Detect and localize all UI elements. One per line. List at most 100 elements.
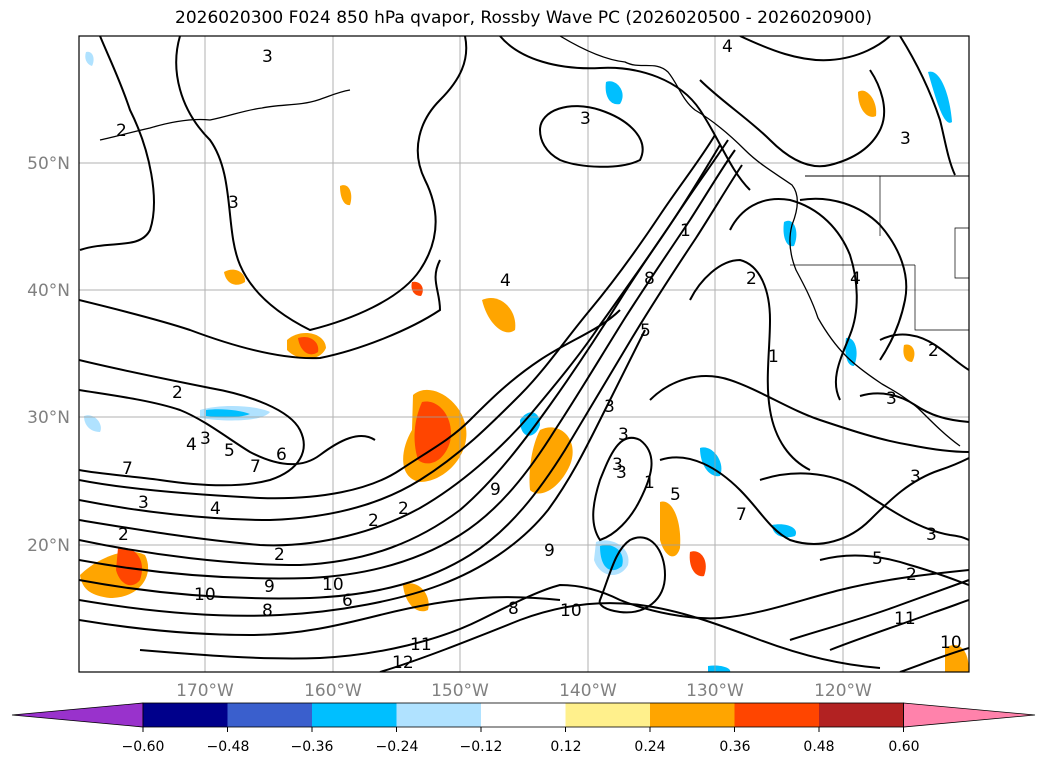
colorbar-segment [396, 703, 482, 727]
contour-label: 3 [886, 389, 897, 409]
contour-label: 1 [680, 221, 691, 241]
colorbar-tick-label: −0.60 [122, 739, 165, 755]
contour-label: 5 [670, 485, 681, 505]
contour-label: 9 [544, 541, 555, 561]
lon-label: 150°W [431, 681, 489, 701]
contour-label: 9 [264, 577, 275, 597]
colorbar-tick-label: 0.48 [803, 739, 834, 755]
colorbar [11, 702, 1036, 732]
contour-label: 4 [210, 499, 221, 519]
lat-label: 40°N [27, 281, 70, 301]
contour-label: 9 [490, 480, 501, 500]
lon-label: 170°W [176, 681, 234, 701]
colorbar-tick-label: 0.12 [550, 739, 581, 755]
contour-label: 4 [186, 435, 197, 455]
anomaly-patch [411, 281, 423, 296]
contour-label: 11 [410, 635, 432, 655]
contour-label: 3 [926, 525, 937, 545]
colorbar-segment [734, 703, 820, 727]
coastlines [99, 36, 969, 447]
anomaly-patch [708, 665, 731, 672]
contour-label: 8 [262, 601, 273, 621]
colorbar-segment [312, 703, 397, 727]
lon-label: 140°W [559, 681, 617, 701]
anomaly-patch [845, 337, 857, 366]
contour-label: 2 [906, 565, 917, 585]
colorbar-segment [227, 703, 313, 727]
colorbar-tick-label: 0.24 [634, 739, 665, 755]
anomaly-patch [605, 81, 623, 105]
contour-label: 3 [616, 463, 627, 483]
contour-label: 8 [644, 269, 655, 289]
contour-label: 11 [894, 609, 916, 629]
longitude-labels: 170°W 160°W 150°W 140°W 130°W 120°W [176, 681, 872, 701]
colorbar-extend-high [903, 702, 1036, 728]
anomaly-patch [340, 185, 352, 206]
contour-label: 2 [398, 499, 409, 519]
lon-label: 120°W [814, 681, 872, 701]
colorbar-ticks: −0.60 −0.48 −0.36 −0.24 −0.12 0.12 0.24 … [122, 739, 920, 755]
colorbar-tick-label: −0.24 [376, 739, 419, 755]
contour-lines [79, 36, 969, 672]
anomaly-patch [224, 269, 246, 285]
anomaly-patch [116, 547, 143, 586]
contour-label: 8 [508, 599, 519, 619]
contour-label: 6 [342, 591, 353, 611]
contour-label: 3 [200, 429, 211, 449]
contour-label: 3 [910, 467, 921, 487]
anomaly-patch [700, 447, 722, 477]
contour-label: 7 [736, 505, 747, 525]
contour-label: 2 [746, 269, 757, 289]
colorbar-segment [143, 703, 228, 727]
contour-label: 3 [612, 455, 623, 475]
colorbar-segment [565, 703, 651, 727]
contour-label: 2 [172, 383, 183, 403]
contour-label: 3 [900, 129, 911, 149]
contour-label: 1 [768, 347, 779, 367]
colorbar-segment [650, 703, 735, 727]
contour-label: 3 [262, 47, 273, 67]
contour-label: 4 [500, 271, 511, 291]
lat-label: 50°N [27, 154, 70, 174]
plot-frame [78, 35, 970, 673]
anomaly-patch [858, 90, 877, 117]
anomaly-patch [600, 545, 623, 571]
contour-labels: 3 2 3 4 3 4 2 3 7 3 2 1 2 4 2 3 3 4 5 6 … [116, 37, 962, 673]
contour-label: 10 [560, 601, 582, 621]
plot-area: 3 2 3 4 3 4 2 3 7 3 2 1 2 4 2 3 3 4 5 6 … [79, 36, 969, 673]
anomaly-patch [298, 336, 319, 355]
latitude-labels: 50°N 40°N 30°N 20°N [27, 154, 70, 556]
colorbar-tick-label: 0.36 [719, 739, 750, 755]
contour-label: 6 [276, 445, 287, 465]
colorbar-extend-low [11, 702, 144, 728]
contour-label: 10 [194, 585, 216, 605]
contour-label: 2 [368, 511, 379, 531]
anomaly-patch [945, 645, 969, 672]
anomaly-patch [660, 501, 681, 557]
contour-label: 2 [116, 121, 127, 141]
colorbar-tick-label: −0.48 [207, 739, 250, 755]
anomaly-patch [482, 298, 516, 333]
contour-label: 7 [250, 457, 261, 477]
anomaly-patch [772, 524, 797, 538]
contour-label: 2 [274, 545, 285, 565]
anomaly-patch [520, 412, 540, 436]
contour-label: 12 [392, 653, 414, 673]
contour-label: 7 [122, 459, 133, 479]
anomaly-patch [85, 51, 94, 66]
contour-label: 3 [618, 425, 629, 445]
anomaly-patch [928, 71, 952, 123]
colorbar-tick-label: −0.36 [291, 739, 334, 755]
anomaly-patch [206, 409, 250, 418]
anomaly-patch [529, 427, 573, 494]
anomaly-patch [689, 551, 706, 577]
colorbar-tick-label: 0.60 [888, 739, 919, 755]
colorbar-segment [819, 703, 904, 727]
colorbar-outline [142, 702, 904, 728]
contour-label: 5 [640, 321, 651, 341]
contour-label: 3 [228, 193, 239, 213]
lat-label: 30°N [27, 408, 70, 428]
anomaly-patch [903, 344, 915, 362]
lat-label: 20°N [27, 536, 70, 556]
